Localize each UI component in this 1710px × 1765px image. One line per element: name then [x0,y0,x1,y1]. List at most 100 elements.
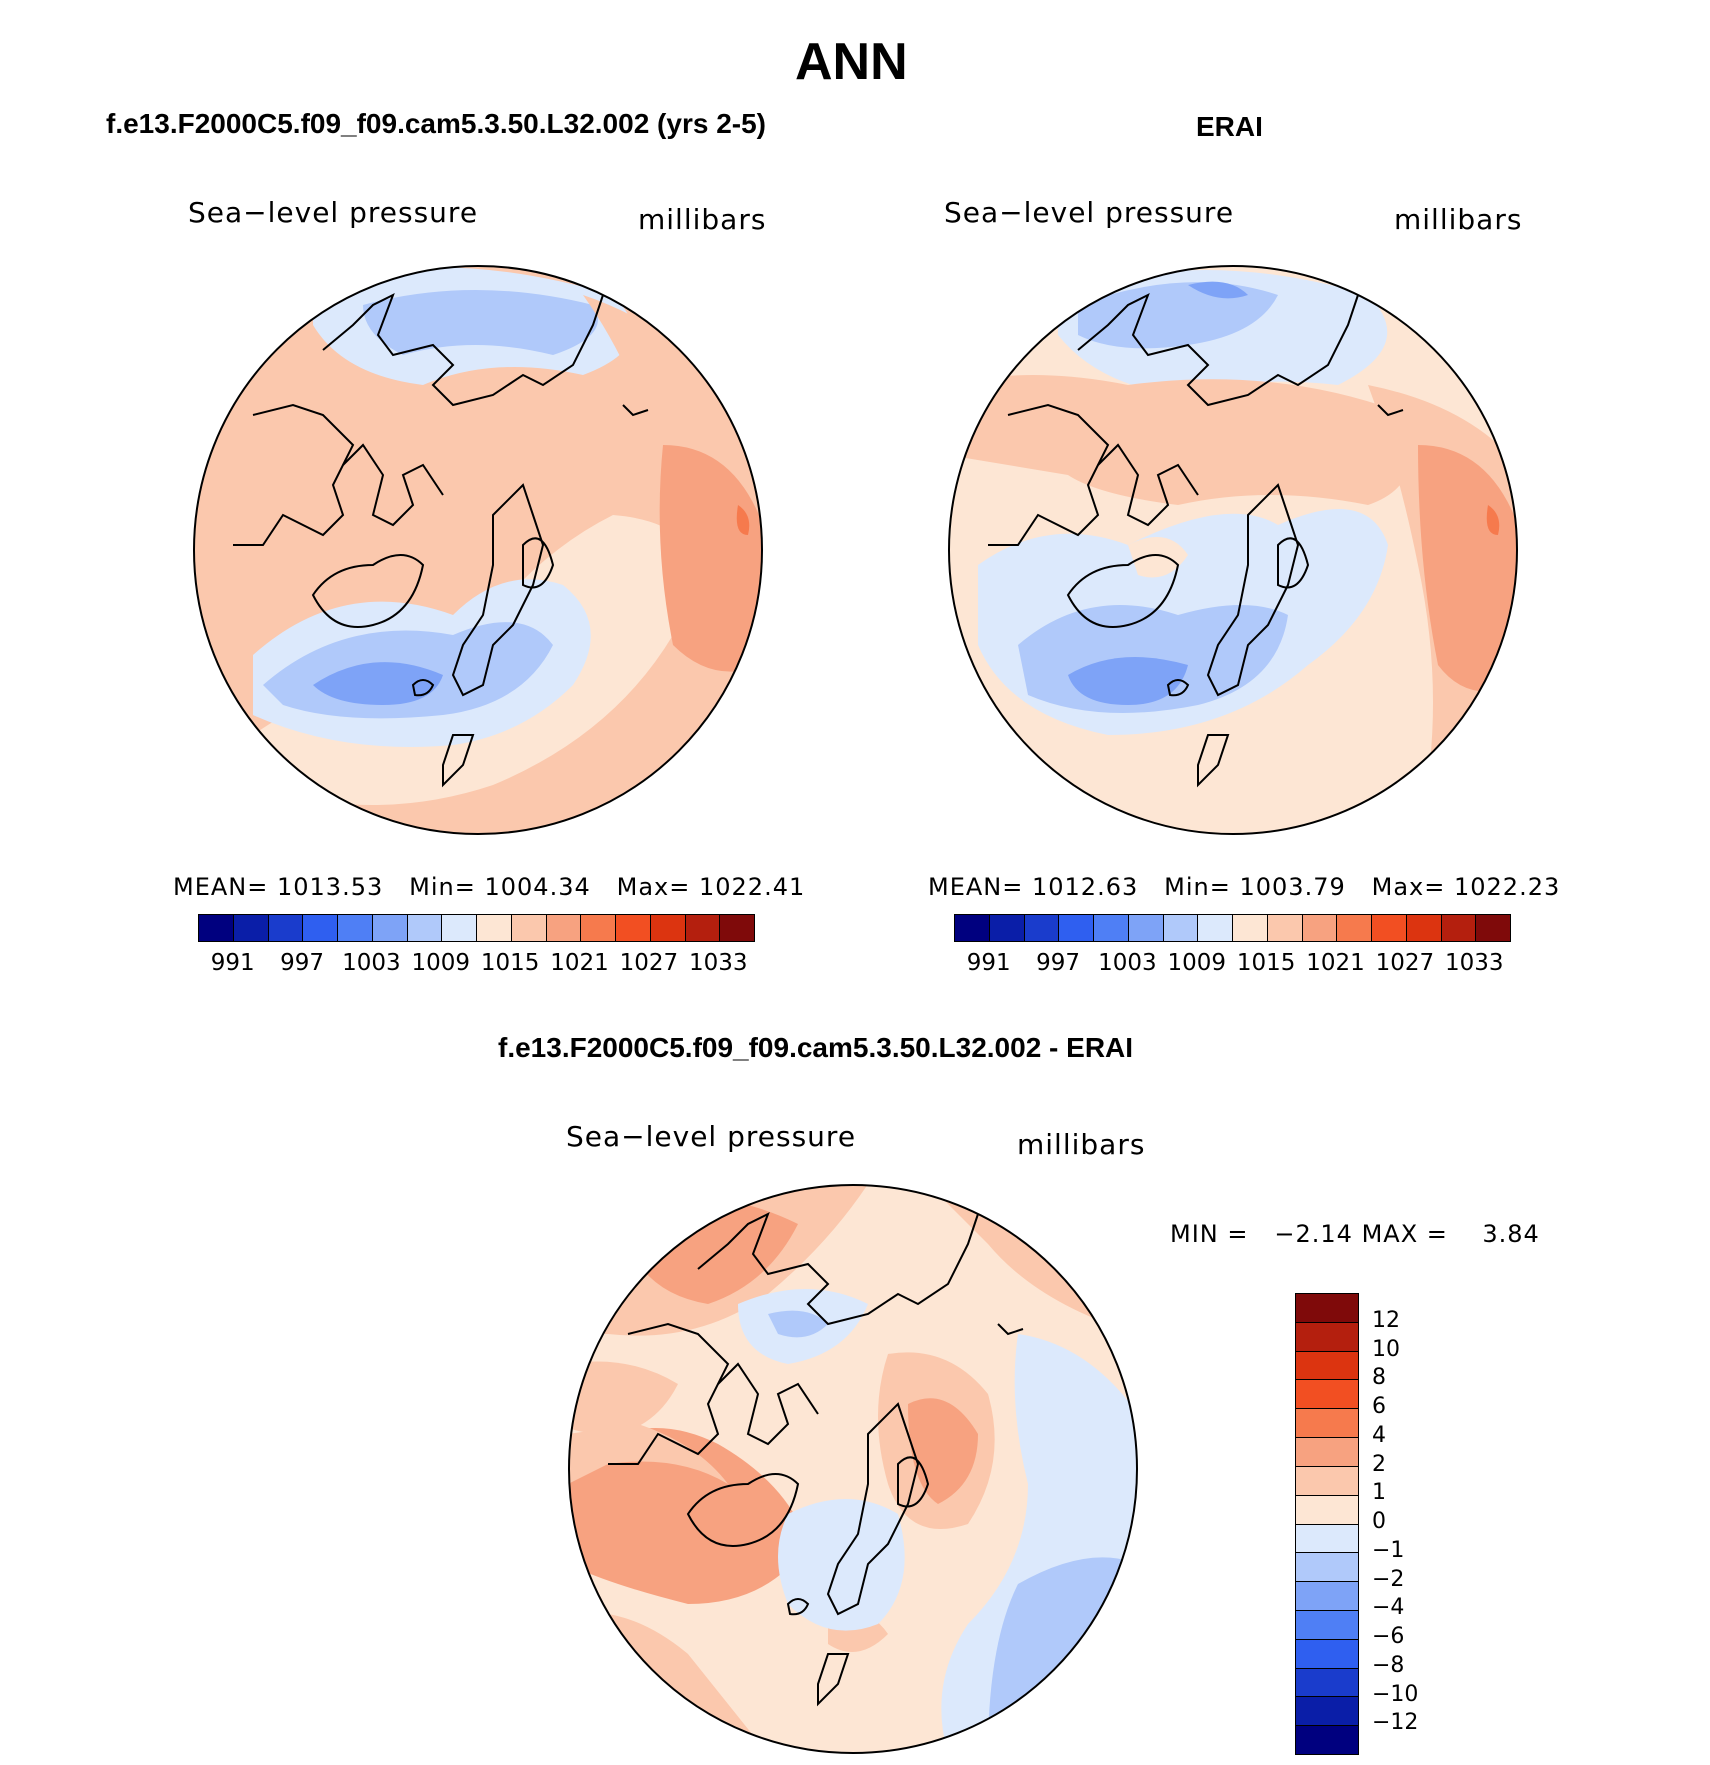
colorbar-swatch [1296,1409,1358,1439]
colorbar-swatch [1296,1610,1358,1640]
panel-2-colorbar-ticks: 991 997 1003 1009 1015 1021 1027 1033 [954,950,1509,980]
colorbar-tick-label: 0 [1372,1509,1386,1534]
colorbar-swatch [199,915,234,941]
colorbar-swatch [581,915,616,941]
colorbar-swatch [372,915,408,941]
colorbar-swatch [1296,1294,1358,1323]
colorbar-swatch [1163,915,1199,941]
max-value: 1022.41 [699,873,806,901]
colorbar-swatch [1059,915,1094,941]
panel-2-variable-label: Sea−level pressure [944,196,1235,229]
colorbar-tick-label: −4 [1372,1595,1405,1621]
panel-1-units-label: millibars [638,203,767,236]
max-value: 1022.23 [1454,873,1561,901]
panel-3-title: f.e13.F2000C5.f09_f09.cam5.3.50.L32.002 … [498,1032,1134,1063]
panel-2-colorbar [954,914,1511,942]
colorbar-swatch [989,915,1025,941]
colorbar-swatch [1296,1639,1358,1669]
colorbar-tick-label: 4 [1372,1422,1386,1448]
max-label: Max= [616,873,691,901]
colorbar-swatch [685,915,721,941]
panel-1-colorbar-ticks: 991 997 1003 1009 1015 1021 1027 1033 [198,950,753,980]
colorbar-tick-label: 1009 [411,950,471,976]
colorbar-swatch [1296,1466,1358,1496]
panel-1-title: f.e13.F2000C5.f09_f09.cam5.3.50.L32.002 … [106,108,766,139]
colorbar-tick-label: 1033 [1445,950,1504,976]
colorbar-tick-label: −6 [1372,1624,1405,1649]
panel-2-stats: MEAN= 1012.63 Min= 1003.79 Max= 1022.23 [928,873,1560,901]
colorbar-swatch [407,915,443,941]
min-value: 1004.34 [484,873,591,901]
max-value: 3.84 [1482,1220,1540,1248]
colorbar-swatch [511,915,547,941]
colorbar-tick-label: 1021 [1306,950,1365,976]
colorbar-tick-label: 1009 [1167,950,1227,976]
colorbar-swatch [1296,1351,1358,1381]
colorbar-swatch [1372,915,1407,941]
min-label: MIN = [1170,1220,1249,1248]
colorbar-tick-label: −12 [1372,1710,1419,1736]
colorbar-swatch [1267,915,1303,941]
panel-3-variable-label: Sea−level pressure [566,1120,857,1153]
colorbar-swatch [1406,915,1442,941]
panel-1-variable-label: Sea−level pressure [188,196,479,229]
colorbar-swatch [1198,915,1233,941]
min-value: −2.14 [1274,1220,1353,1248]
colorbar-tick-label: 1021 [550,950,609,976]
colorbar-tick-label: 991 [210,950,255,976]
colorbar-swatch [1441,915,1477,941]
colorbar-swatch [1296,1438,1358,1467]
colorbar-swatch [1233,915,1268,941]
mean-value: 1013.53 [277,873,384,901]
panel-3-colorbar-ticks: 12 10 8 6 4 2 1 0 −1 −2 −4 −6 −8 −10 −12 [1372,1293,1452,1753]
colorbar-swatch [1296,1524,1358,1554]
colorbar-swatch [955,915,990,941]
colorbar-tick-label: 997 [280,950,325,976]
colorbar-swatch [1094,915,1129,941]
colorbar-swatch [233,915,269,941]
panel-2-units-label: millibars [1394,203,1523,236]
colorbar-tick-label: 1033 [689,950,748,976]
colorbar-tick-label: 1 [1372,1480,1386,1506]
colorbar-tick-label: −10 [1372,1681,1419,1707]
colorbar-swatch [1296,1553,1358,1583]
panel-3-units-label: millibars [1017,1128,1146,1161]
colorbar-tick-label: −2 [1372,1566,1405,1592]
mean-label: MEAN= [928,873,1024,901]
colorbar-swatch [338,915,373,941]
min-label: Min= [409,873,476,901]
panel-2-title: ERAI [1196,111,1263,142]
mean-value: 1012.63 [1032,873,1139,901]
max-label: MAX = [1361,1220,1448,1248]
min-value: 1003.79 [1239,873,1346,901]
page-title: ANN [795,33,908,91]
panel-3-stats: MIN = −2.14 MAX = 3.84 [1170,1220,1540,1248]
colorbar-tick-label: 1027 [1375,950,1435,976]
colorbar-swatch [1337,915,1372,941]
colorbar-swatch [1296,1495,1358,1525]
colorbar-swatch [1296,1726,1358,1754]
colorbar-swatch [650,915,686,941]
colorbar-tick-label: 2 [1372,1451,1386,1477]
colorbar-tick-label: 6 [1372,1394,1386,1419]
colorbar-swatch [546,915,582,941]
colorbar-swatch [477,915,512,941]
colorbar-swatch [720,915,754,941]
colorbar-tick-label: 1003 [1098,950,1157,976]
panel-1-map [193,265,763,835]
colorbar-swatch [1296,1697,1358,1727]
colorbar-tick-label: 1003 [342,950,401,976]
colorbar-tick-label: 997 [1036,950,1081,976]
colorbar-tick-label: 991 [966,950,1011,976]
colorbar-tick-label: 10 [1372,1336,1400,1362]
panel-3-colorbar [1295,1293,1359,1755]
panel-1-colorbar [198,914,755,942]
colorbar-swatch [268,915,304,941]
colorbar-tick-label: 1027 [619,950,679,976]
colorbar-swatch [303,915,338,941]
mean-label: MEAN= [173,873,269,901]
colorbar-tick-label: 1015 [1236,950,1296,976]
panel-1-stats: MEAN= 1013.53 Min= 1004.34 Max= 1022.41 [173,873,805,901]
colorbar-swatch [442,915,477,941]
colorbar-swatch [1296,1582,1358,1611]
